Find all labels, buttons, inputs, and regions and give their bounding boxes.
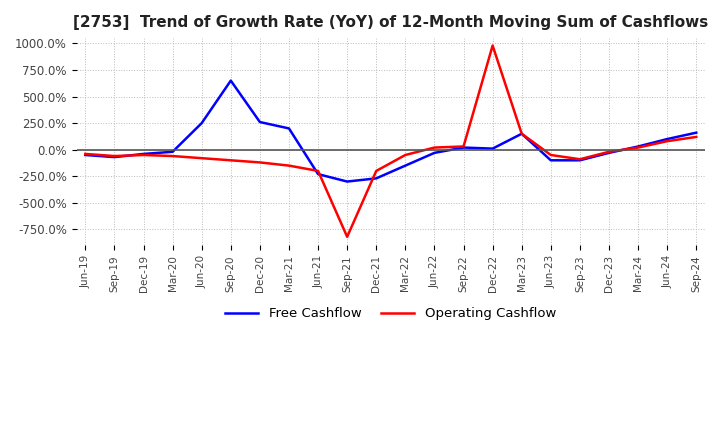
Operating Cashflow — [663, 139, 672, 144]
Operating Cashflow — [488, 43, 497, 48]
Free Cashflow — [110, 154, 119, 160]
Operating Cashflow — [314, 168, 323, 173]
Operating Cashflow — [634, 145, 642, 150]
Operating Cashflow — [81, 151, 90, 157]
Free Cashflow — [518, 131, 526, 136]
Operating Cashflow — [546, 152, 555, 158]
Free Cashflow — [343, 179, 351, 184]
Free Cashflow — [139, 151, 148, 157]
Operating Cashflow — [372, 168, 381, 173]
Operating Cashflow — [168, 154, 177, 159]
Free Cashflow — [284, 126, 293, 131]
Free Cashflow — [692, 130, 701, 136]
Line: Operating Cashflow: Operating Cashflow — [86, 46, 696, 237]
Operating Cashflow — [401, 152, 410, 158]
Free Cashflow — [634, 144, 642, 149]
Free Cashflow — [459, 145, 468, 150]
Operating Cashflow — [575, 157, 584, 162]
Operating Cashflow — [692, 134, 701, 139]
Free Cashflow — [256, 119, 264, 125]
Free Cashflow — [227, 78, 235, 83]
Free Cashflow — [372, 176, 381, 181]
Free Cashflow — [401, 163, 410, 168]
Operating Cashflow — [197, 155, 206, 161]
Operating Cashflow — [518, 131, 526, 136]
Operating Cashflow — [343, 234, 351, 239]
Free Cashflow — [430, 150, 438, 155]
Title: [2753]  Trend of Growth Rate (YoY) of 12-Month Moving Sum of Cashflows: [2753] Trend of Growth Rate (YoY) of 12-… — [73, 15, 708, 30]
Operating Cashflow — [256, 160, 264, 165]
Line: Free Cashflow: Free Cashflow — [86, 81, 696, 182]
Free Cashflow — [168, 149, 177, 154]
Legend: Free Cashflow, Operating Cashflow: Free Cashflow, Operating Cashflow — [220, 302, 562, 326]
Free Cashflow — [605, 150, 613, 155]
Free Cashflow — [546, 158, 555, 163]
Free Cashflow — [314, 172, 323, 177]
Free Cashflow — [663, 136, 672, 142]
Operating Cashflow — [227, 158, 235, 163]
Operating Cashflow — [284, 163, 293, 168]
Operating Cashflow — [139, 152, 148, 158]
Operating Cashflow — [110, 154, 119, 159]
Free Cashflow — [81, 152, 90, 158]
Operating Cashflow — [459, 144, 468, 149]
Operating Cashflow — [430, 145, 438, 150]
Free Cashflow — [575, 158, 584, 163]
Free Cashflow — [197, 121, 206, 126]
Free Cashflow — [488, 146, 497, 151]
Operating Cashflow — [605, 149, 613, 154]
